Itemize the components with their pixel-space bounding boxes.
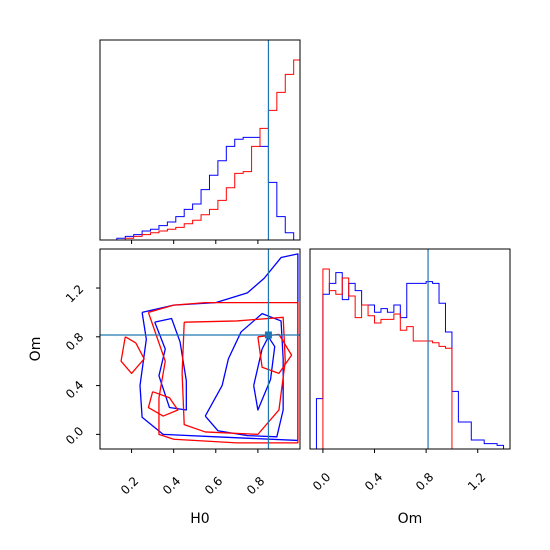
om-x-tick-label: 0.4 [362, 470, 385, 493]
h0-histogram-frame [99, 39, 301, 241]
joint-contour-2 [154, 317, 187, 411]
h0-tick-label: 0.8 [244, 474, 267, 497]
h0-histogram-panel [99, 39, 301, 244]
om-x-tick-label: 1.2 [465, 470, 488, 493]
om-histogram-panel: 0.0 0.4 0.8 1.2 Om [309, 248, 511, 527]
om-histogram-series-0 [315, 272, 505, 449]
joint-contour-6 [120, 336, 145, 375]
om-x-tick-label: 0.0 [310, 470, 333, 493]
om-y-tick-label: 1.2 [63, 282, 86, 305]
h0-tick-label: 0.6 [202, 474, 225, 497]
om-y-tick-label: 0.4 [63, 378, 86, 401]
joint-contour-7 [147, 391, 179, 417]
om-histogram-frame [309, 248, 511, 450]
om-y-axis-label: Om [28, 337, 44, 362]
om-y-tick-label: 0.8 [63, 330, 86, 353]
joint-contour-3 [253, 336, 276, 411]
h0-tick-label: 0.2 [118, 474, 141, 497]
joint-contour-4 [147, 302, 299, 444]
joint-panel-frame [99, 248, 301, 450]
h0-tick-label: 0.4 [160, 474, 183, 497]
h0-histogram-series-1 [100, 59, 300, 240]
om-x-tick-label: 0.8 [413, 470, 436, 493]
h0-histogram-series-0 [100, 136, 300, 240]
om-histogram-series-1 [316, 268, 504, 449]
joint-contour-8 [257, 333, 293, 375]
om-x-axis-label: Om [398, 511, 423, 527]
joint-truth-marker [264, 331, 272, 339]
joint-contour-panel: 0.2 0.4 0.6 0.8 0.0 0.4 0.8 1.2 H0 Om [28, 248, 301, 527]
h0-axis-label: H0 [190, 511, 209, 527]
om-y-tick-label: 0.0 [63, 424, 86, 447]
